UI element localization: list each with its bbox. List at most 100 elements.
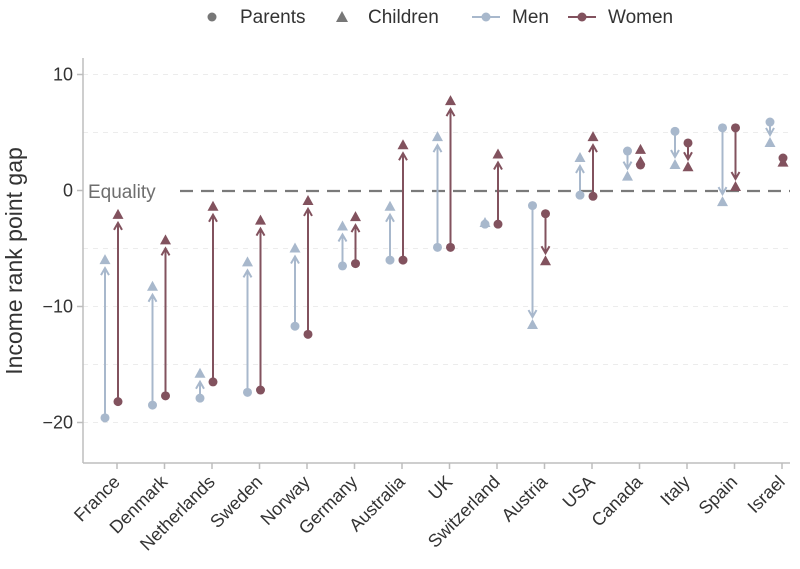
women-parents-point-germany xyxy=(351,259,360,269)
legend-men-marker xyxy=(481,12,491,22)
y-tick-label: 10 xyxy=(53,65,73,85)
legend-men-label: Men xyxy=(512,7,549,28)
legend-children-marker xyxy=(336,11,348,22)
men-parents-point-germany xyxy=(338,261,347,271)
women-arrowhead-austria xyxy=(540,245,551,256)
men-arrowhead-israel xyxy=(765,127,775,137)
men-children-point-netherlands xyxy=(194,367,206,378)
x-tick-label: Austria xyxy=(498,471,552,525)
x-tick-label: USA xyxy=(559,472,599,512)
men-children-point-austria xyxy=(527,319,538,330)
women-parents-point-austria xyxy=(541,209,550,219)
y-tick-label: −20 xyxy=(42,413,73,433)
men-arrowhead-spain xyxy=(717,186,728,197)
x-tick-label: Italy xyxy=(656,472,693,509)
women-children-point-canada xyxy=(635,143,646,154)
women-children-point-denmark xyxy=(160,234,171,245)
men-arrowhead-italy xyxy=(670,149,680,159)
legend-women-label: Women xyxy=(608,7,673,28)
x-tick-label: Sweden xyxy=(206,472,266,532)
women-arrowhead-netherlands xyxy=(208,212,218,223)
women-parents-point-usa xyxy=(588,191,598,201)
men-arrowhead-netherlands xyxy=(195,379,205,390)
men-parents-point-austria xyxy=(528,201,537,211)
y-tick-label: −10 xyxy=(42,297,73,317)
men-parents-point-italy xyxy=(670,126,680,136)
axes xyxy=(82,58,790,464)
x-tick-label: UK xyxy=(424,472,456,504)
men-parents-point-australia xyxy=(385,255,395,265)
women-children-point-spain xyxy=(730,181,741,192)
women-parents-point-uk xyxy=(446,242,455,252)
men-children-point-switzerland xyxy=(479,216,491,227)
women-parents-point-denmark xyxy=(161,391,170,401)
men-children-point-australia xyxy=(384,200,396,211)
x-tick-label: Israel xyxy=(744,472,789,517)
women-arrowhead-sweden xyxy=(255,226,266,237)
men-children-point-uk xyxy=(432,131,443,142)
x-ticks: FranceDenmarkNetherlandsSwedenNorwayGerm… xyxy=(70,463,789,554)
y-axis-title: Income rank point gap xyxy=(1,147,27,375)
men-children-point-canada xyxy=(622,170,633,181)
y-tick-label: 0 xyxy=(63,181,73,201)
men-children-point-norway xyxy=(289,242,301,253)
women-arrowhead-uk xyxy=(445,107,456,117)
men-parents-point-norway xyxy=(290,321,300,331)
women-parents-point-spain xyxy=(731,123,740,133)
men-arrowhead-austria xyxy=(527,309,538,320)
women-arrowhead-switzerland xyxy=(493,160,503,171)
men-arrowhead-sweden xyxy=(242,268,253,278)
men-arrowhead-france xyxy=(100,266,110,276)
women-children-point-israel xyxy=(777,156,789,167)
men-children-point-usa xyxy=(574,152,586,163)
legend: Parents Children Men Women xyxy=(207,7,673,28)
women-children-point-italy xyxy=(682,161,694,172)
women-arrowhead-france xyxy=(113,220,123,231)
legend-women-marker xyxy=(577,12,587,22)
women-parents-point-australia xyxy=(398,255,408,265)
men-parents-point-denmark xyxy=(148,400,157,410)
women-children-point-uk xyxy=(445,95,456,106)
men-children-point-germany xyxy=(337,220,348,231)
women-parents-point-netherlands xyxy=(208,377,218,387)
men-children-point-italy xyxy=(669,158,681,169)
men-arrowhead-australia xyxy=(385,212,395,223)
men-parents-point-netherlands xyxy=(195,393,205,403)
men-parents-point-spain xyxy=(718,123,727,133)
women-children-point-germany xyxy=(350,211,361,222)
men-children-point-spain xyxy=(717,196,728,207)
women-arrowhead-usa xyxy=(588,143,598,153)
men-parents-point-sweden xyxy=(243,387,252,397)
women-parents-point-norway xyxy=(303,329,313,339)
equality-reference: Equality xyxy=(88,182,790,203)
men-parents-point-israel xyxy=(765,117,775,127)
women-parents-point-canada xyxy=(636,160,645,170)
men-arrowhead-usa xyxy=(575,164,585,174)
men-arrowhead-denmark xyxy=(147,292,158,303)
women-arrowhead-denmark xyxy=(160,246,171,256)
women-children-point-usa xyxy=(587,131,599,142)
women-parents-point-sweden xyxy=(256,385,265,395)
women-arrowhead-spain xyxy=(730,171,741,182)
women-arrowhead-australia xyxy=(398,151,408,161)
men-children-point-france xyxy=(99,254,111,265)
men-arrowhead-norway xyxy=(290,254,300,264)
men-arrowhead-uk xyxy=(432,143,443,153)
legend-parents-marker xyxy=(207,12,217,22)
men-parents-point-france xyxy=(100,413,110,423)
women-children-point-norway xyxy=(302,194,314,205)
men-children-point-sweden xyxy=(242,256,253,267)
men-parents-point-uk xyxy=(433,242,442,252)
legend-parents-label: Parents xyxy=(240,7,305,28)
women-children-point-switzerland xyxy=(492,148,504,159)
women-arrowhead-germany xyxy=(350,223,361,233)
women-children-point-australia xyxy=(397,139,409,150)
women-children-point-france xyxy=(112,208,124,219)
men-arrowhead-germany xyxy=(337,232,348,242)
data-marks xyxy=(99,95,789,423)
women-parents-point-france xyxy=(113,397,123,407)
equality-label: Equality xyxy=(88,182,156,203)
women-children-point-austria xyxy=(540,255,551,266)
women-arrowhead-italy xyxy=(683,151,693,162)
